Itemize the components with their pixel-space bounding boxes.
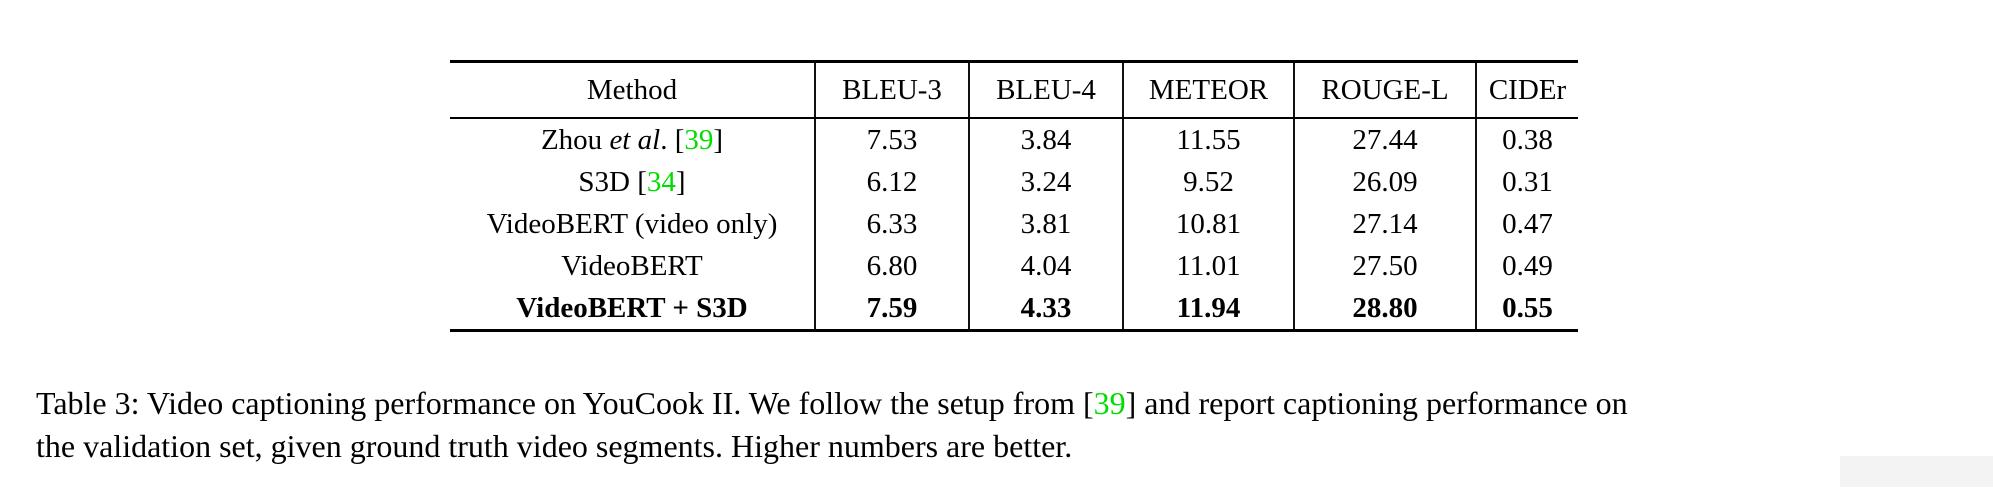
table-caption: Table 3: Video captioning performance on… — [36, 382, 1981, 468]
caption-line-1: Table 3: Video captioning performance on… — [36, 382, 1981, 425]
citation-ref: 34 — [646, 165, 676, 198]
metric-cell: 6.80 — [815, 245, 970, 287]
results-table-wrap: Method BLEU-3 BLEU-4 METEOR ROUGE-L CIDE… — [450, 60, 1578, 332]
caption-text: ] and report captioning performance on — [1125, 385, 1628, 421]
metric-cell: 10.81 — [1123, 203, 1295, 245]
citation-bracket: . [ — [660, 123, 685, 156]
citation-ref: 39 — [1093, 385, 1126, 421]
metric-cell: 0.38 — [1502, 123, 1553, 156]
column-header-bleu4: BLEU-4 — [969, 61, 1124, 119]
metric-cell: 4.04 — [969, 245, 1124, 287]
table-row: VideoBERT (video only) 6.33 3.81 10.81 2… — [450, 203, 1578, 245]
results-table: Method BLEU-3 BLEU-4 METEOR ROUGE-L CIDE… — [450, 60, 1578, 332]
column-header-method: Method — [450, 61, 816, 119]
metric-cell: 6.12 — [815, 161, 970, 203]
metric-cell: 3.84 — [969, 118, 1124, 161]
faint-scan-artifact — [1840, 456, 1993, 487]
method-cell: Zhou et al. [39] — [450, 118, 816, 161]
column-header-meteor: METEOR — [1123, 61, 1295, 119]
metric-cell: 3.81 — [969, 203, 1124, 245]
method-cell: S3D [34] — [450, 161, 816, 203]
metric-cell: 27.44 — [1294, 118, 1477, 161]
metric-cell: 0.31 — [1502, 165, 1553, 198]
table-row: S3D [34] 6.12 3.24 9.52 26.09 0.31 — [450, 161, 1578, 203]
column-header-rougel: ROUGE-L — [1294, 61, 1477, 119]
metric-cell: 28.80 — [1294, 287, 1477, 331]
method-cell: VideoBERT — [450, 245, 816, 287]
metric-cell: 0.55 — [1502, 291, 1553, 324]
column-header-bleu3: BLEU-3 — [815, 61, 970, 119]
metric-cell: 4.33 — [969, 287, 1124, 331]
method-label: S3D — [578, 165, 630, 198]
metric-cell: 11.94 — [1123, 287, 1295, 331]
metric-cell: 7.59 — [815, 287, 970, 331]
metric-cell: 11.01 — [1123, 245, 1295, 287]
citation-bracket: [ — [629, 165, 647, 198]
method-cell: VideoBERT + S3D — [450, 287, 816, 331]
metric-cell: 9.52 — [1123, 161, 1295, 203]
table-row: Zhou et al. [39] 7.53 3.84 11.55 27.44 0… — [450, 118, 1578, 161]
method-label: Zhou — [540, 123, 610, 156]
citation-bracket: ] — [675, 165, 686, 198]
citation-bracket: ] — [713, 123, 724, 156]
metric-cell: 11.55 — [1123, 118, 1295, 161]
caption-text: Table 3: Video captioning performance on… — [36, 385, 1094, 421]
metric-cell: 26.09 — [1294, 161, 1477, 203]
metric-cell: 7.53 — [815, 118, 970, 161]
caption-line-2: the validation set, given ground truth v… — [36, 428, 1073, 464]
citation-ref: 39 — [684, 123, 714, 156]
metric-cell: 0.49 — [1502, 249, 1553, 282]
method-cell: VideoBERT (video only) — [450, 203, 816, 245]
method-etal: et al — [609, 123, 661, 156]
metric-cell: 27.50 — [1294, 245, 1477, 287]
metric-cell: 27.14 — [1294, 203, 1477, 245]
metric-cell: 3.24 — [969, 161, 1124, 203]
table-row-best: VideoBERT + S3D 7.59 4.33 11.94 28.80 0.… — [450, 287, 1578, 331]
metric-cell: 0.47 — [1502, 207, 1553, 240]
column-header-cider: CIDEr — [1476, 61, 1578, 119]
metric-cell: 6.33 — [815, 203, 970, 245]
table-row: VideoBERT 6.80 4.04 11.01 27.50 0.49 — [450, 245, 1578, 287]
table-header-row: Method BLEU-3 BLEU-4 METEOR ROUGE-L CIDE… — [450, 61, 1578, 119]
